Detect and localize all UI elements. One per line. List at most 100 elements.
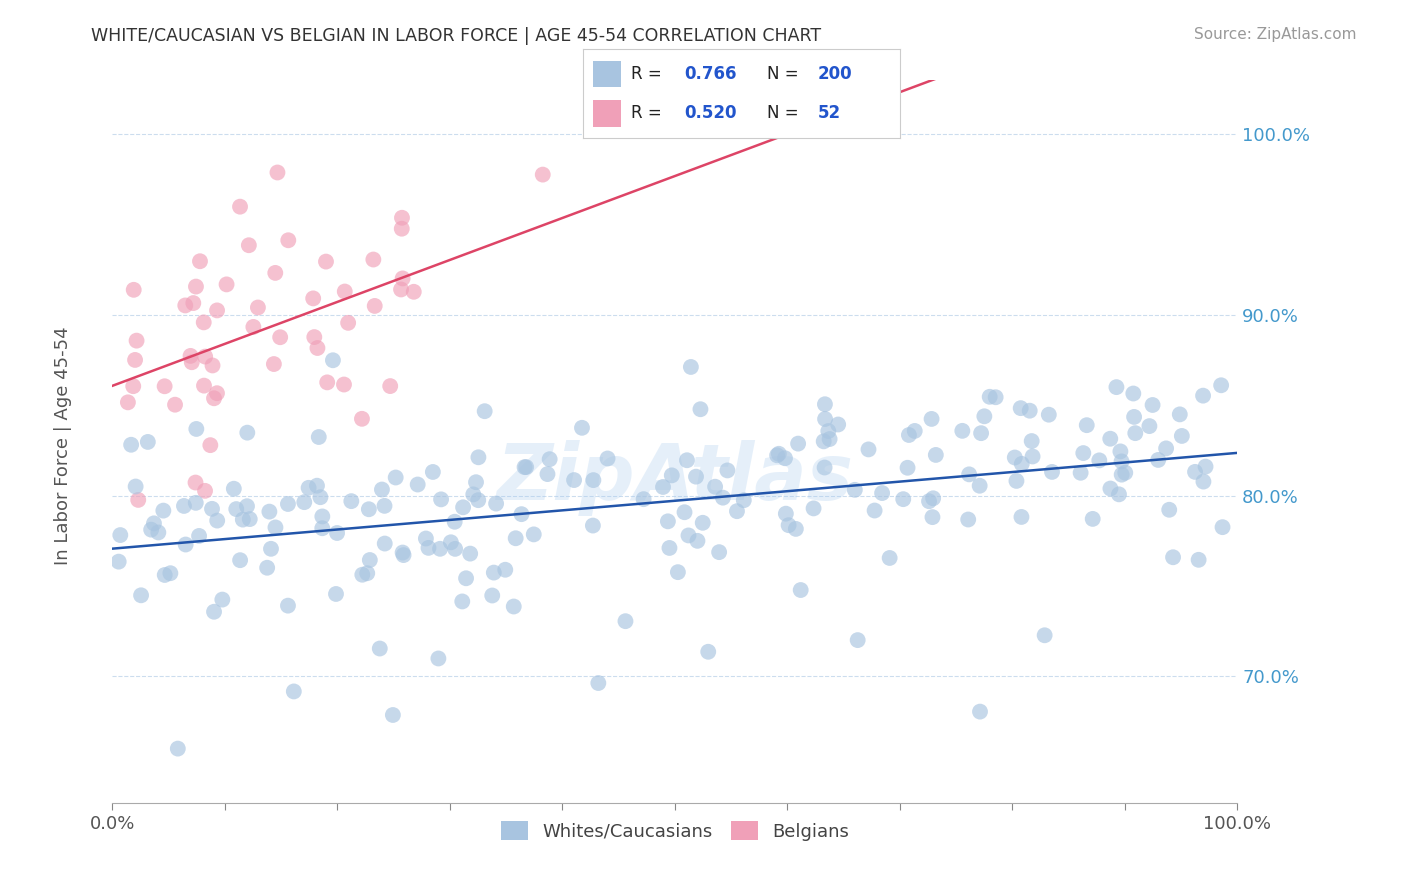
Point [1161, 550, 1184, 565]
Point [444, 541, 467, 556]
Point [129, 588, 152, 602]
Point [292, 495, 315, 509]
Point [474, 404, 496, 418]
Point [277, 497, 299, 511]
Point [957, 467, 980, 482]
Point [846, 633, 869, 648]
Point [725, 504, 748, 518]
Point [333, 377, 356, 392]
Point [1088, 453, 1111, 467]
Point [174, 298, 197, 312]
Point [979, 390, 1001, 404]
Point [205, 303, 228, 318]
Point [124, 353, 146, 368]
Text: 0.766: 0.766 [685, 65, 737, 83]
Point [1154, 442, 1177, 456]
Point [921, 412, 943, 426]
Point [266, 165, 288, 179]
Point [454, 571, 477, 585]
Point [200, 438, 222, 452]
Point [1111, 454, 1133, 468]
Point [844, 483, 866, 497]
Point [325, 587, 347, 601]
Point [789, 582, 811, 597]
Point [418, 541, 440, 555]
Point [238, 238, 260, 252]
Point [159, 566, 181, 581]
Point [363, 252, 385, 267]
Point [215, 277, 238, 292]
Point [1004, 450, 1026, 465]
Point [775, 507, 797, 521]
Point [704, 480, 727, 494]
Point [666, 565, 689, 579]
Point [1194, 459, 1216, 474]
Point [1099, 432, 1122, 446]
Point [141, 523, 163, 537]
Point [891, 492, 914, 507]
Point [458, 547, 481, 561]
Point [356, 566, 378, 581]
Point [229, 553, 252, 567]
Point [657, 514, 679, 528]
Text: Source: ZipAtlas.com: Source: ZipAtlas.com [1194, 27, 1357, 42]
Point [1171, 429, 1194, 443]
Point [242, 320, 264, 334]
Point [340, 494, 363, 508]
Point [813, 434, 835, 449]
Point [1147, 453, 1170, 467]
Point [1142, 398, 1164, 412]
Point [202, 391, 225, 405]
Point [814, 397, 837, 411]
Point [201, 359, 224, 373]
Point [925, 448, 948, 462]
Point [392, 548, 415, 562]
Point [263, 357, 285, 371]
Point [678, 528, 700, 542]
Point [614, 614, 637, 628]
Point [1137, 419, 1160, 434]
Point [427, 651, 450, 665]
Point [679, 359, 702, 374]
Point [733, 493, 755, 508]
Point [326, 526, 349, 541]
Point [374, 536, 396, 550]
FancyBboxPatch shape [593, 61, 621, 87]
Point [957, 512, 980, 526]
Point [588, 676, 610, 690]
Point [1109, 444, 1132, 458]
Point [277, 233, 299, 247]
Point [188, 529, 211, 543]
Point [1040, 465, 1063, 479]
Text: N =: N = [768, 104, 804, 122]
Point [246, 301, 269, 315]
Point [236, 425, 259, 440]
Point [523, 527, 546, 541]
Point [787, 436, 810, 450]
Point [194, 483, 217, 498]
Point [562, 473, 585, 487]
Point [181, 296, 204, 310]
Point [510, 507, 533, 521]
Point [467, 493, 489, 508]
Point [322, 353, 344, 368]
Point [389, 283, 412, 297]
Point [896, 460, 918, 475]
Point [969, 479, 991, 493]
Point [186, 422, 208, 436]
Point [515, 460, 537, 475]
Point [485, 497, 508, 511]
Point [827, 417, 849, 432]
Point [1071, 446, 1094, 460]
Point [494, 563, 516, 577]
Point [1070, 466, 1092, 480]
Point [368, 641, 391, 656]
Point [1184, 465, 1206, 479]
Point [658, 541, 681, 555]
Point [309, 490, 332, 504]
Point [381, 708, 404, 723]
Point [239, 512, 262, 526]
Point [531, 168, 554, 182]
Text: WHITE/CAUCASIAN VS BELGIAN IN LABOR FORCE | AGE 45-54 CORRELATION CHART: WHITE/CAUCASIAN VS BELGIAN IN LABOR FORC… [91, 27, 821, 45]
Point [505, 531, 527, 545]
